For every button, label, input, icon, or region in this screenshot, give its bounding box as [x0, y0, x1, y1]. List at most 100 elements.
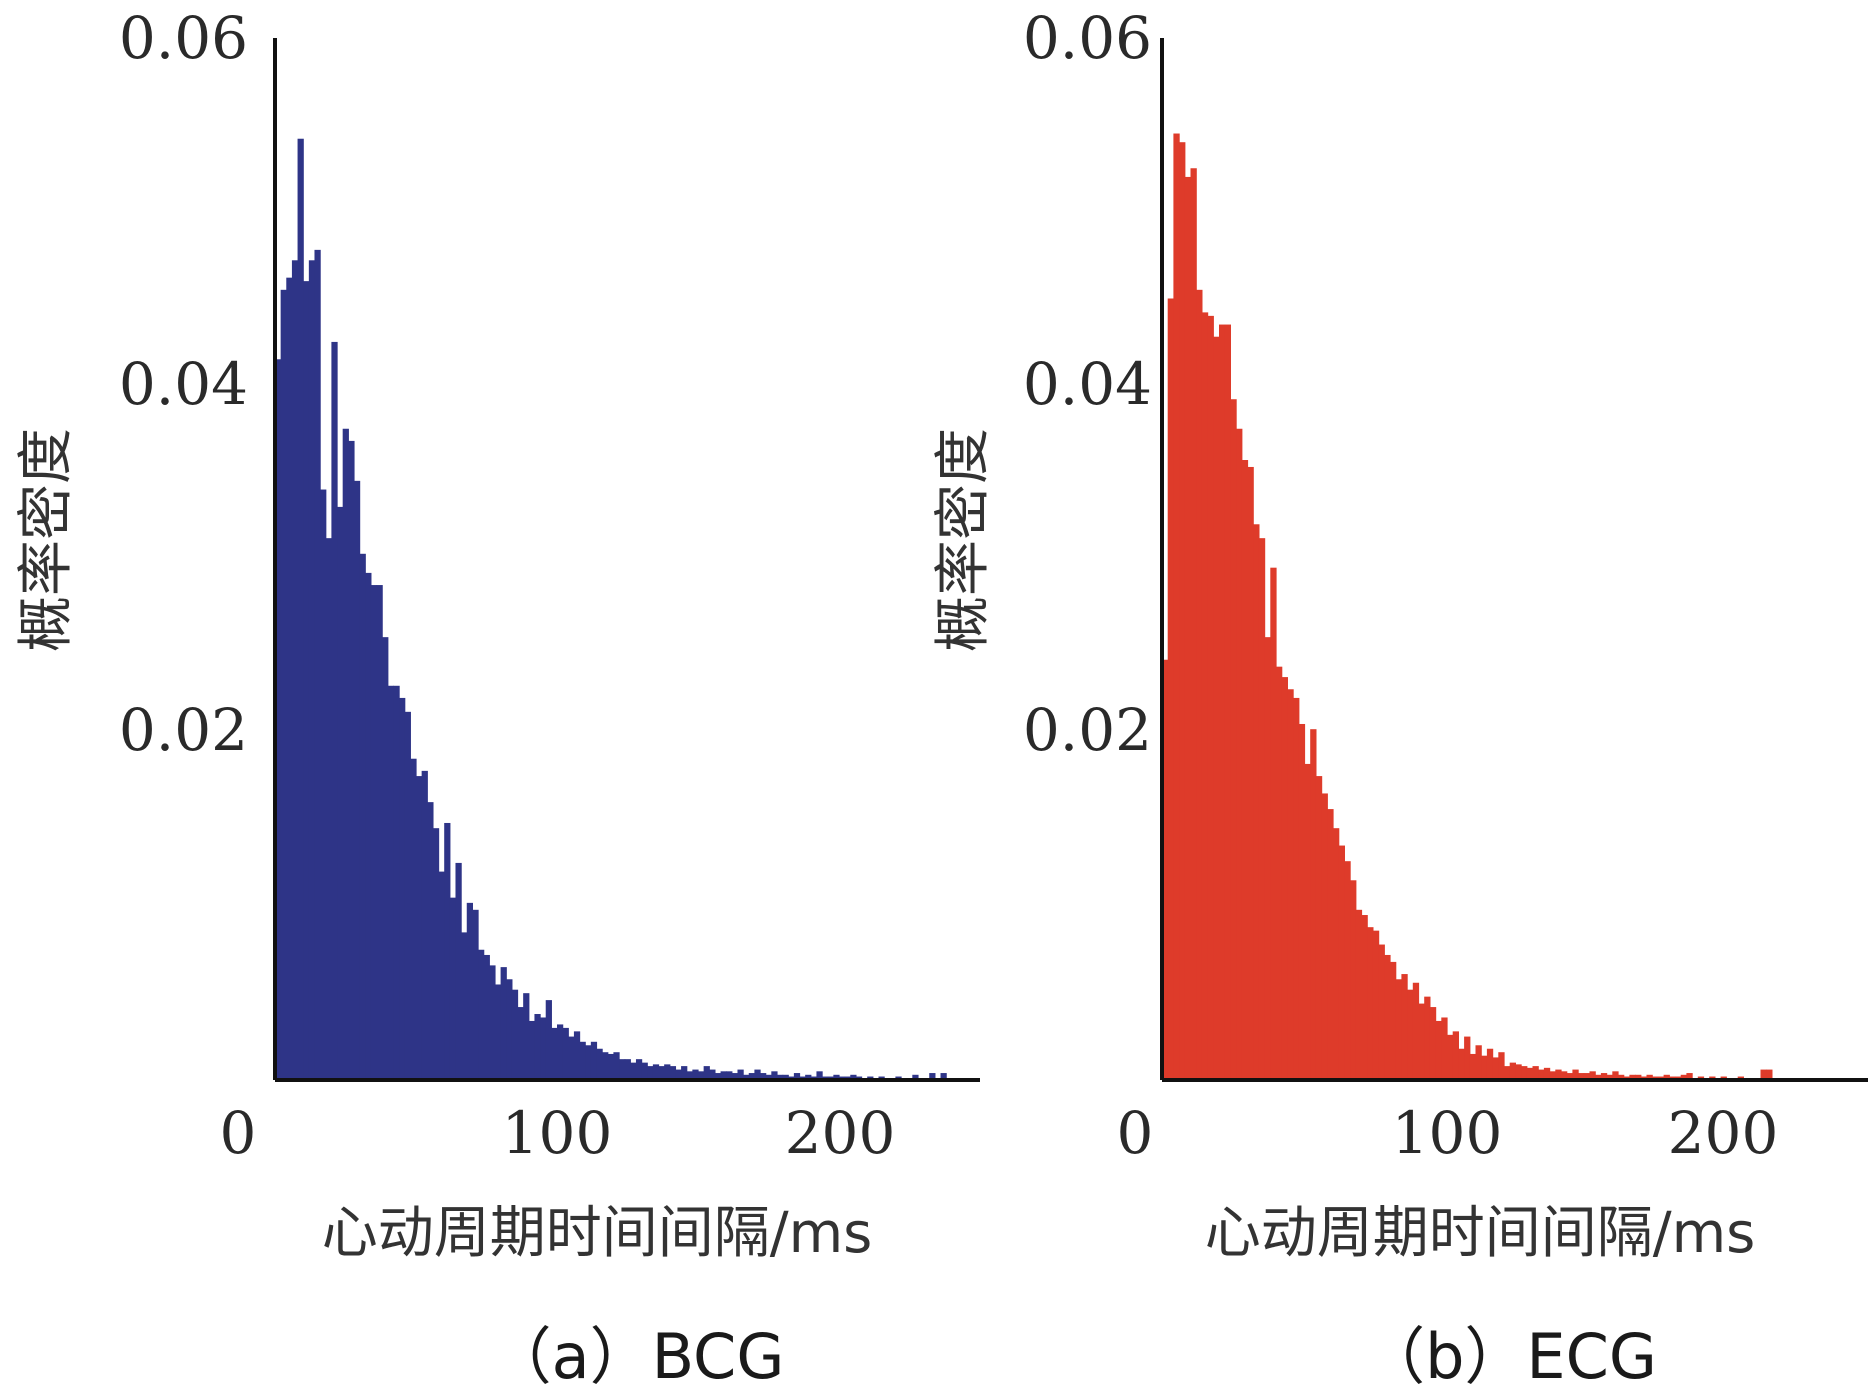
ecg-bar	[1355, 909, 1363, 1080]
bcg-bar	[709, 1069, 716, 1080]
bcg-bar	[720, 1071, 727, 1080]
ecg-bar	[1304, 763, 1311, 1080]
bcg-bar	[748, 1073, 755, 1080]
bcg-bar	[331, 341, 338, 1080]
ecg-bar	[1384, 954, 1391, 1080]
bcg-bar	[297, 138, 304, 1081]
bcg-bar	[365, 572, 372, 1080]
bcg-bar	[432, 828, 440, 1080]
bcg-bar	[850, 1074, 857, 1080]
bcg-bar	[681, 1066, 688, 1080]
bcg-bar	[568, 1036, 575, 1080]
ecg-bars	[1162, 133, 1773, 1081]
bcg-bar	[348, 440, 355, 1080]
ecg-bar	[1646, 1074, 1653, 1080]
ecg-xtick-label: 100	[1392, 1099, 1503, 1167]
ecg-bar	[1441, 1017, 1448, 1080]
bcg-bar	[500, 967, 507, 1080]
bcg-bar	[590, 1041, 598, 1080]
ecg-bar	[1538, 1069, 1545, 1080]
bcg-bar	[506, 979, 513, 1080]
ecg-bar	[1184, 176, 1192, 1080]
bcg-ytick-label: 0.02	[119, 696, 248, 764]
bcg-bar	[410, 758, 417, 1080]
bcg-bar	[337, 506, 344, 1080]
bcg-bar	[658, 1066, 665, 1080]
ecg-bar	[1435, 1020, 1442, 1080]
ecg-bar	[1344, 861, 1351, 1080]
bcg-caption: （a）BCG	[490, 1320, 785, 1391]
bcg-bar	[652, 1064, 660, 1080]
bcg-bar	[686, 1071, 693, 1080]
ecg-bar	[1766, 1069, 1773, 1080]
ecg-ytick-label: 0.04	[1023, 350, 1152, 418]
ecg-bar	[1635, 1074, 1642, 1080]
bcg-bar	[353, 480, 361, 1081]
bcg-bars	[275, 138, 953, 1081]
ecg-bar	[1230, 399, 1237, 1081]
ecg-xtick-label: 0	[1117, 1099, 1154, 1167]
bcg-bar	[596, 1048, 603, 1080]
bcg-bar	[760, 1073, 767, 1080]
ecg-bar	[1418, 1003, 1425, 1080]
ecg-bar	[1452, 1031, 1459, 1080]
ecg-bar	[1390, 961, 1397, 1080]
bcg-bar	[793, 1073, 801, 1080]
ecg-bar	[1629, 1074, 1636, 1080]
ecg-bar	[1190, 168, 1197, 1080]
ecg-bar	[1372, 930, 1380, 1080]
bcg-bar	[551, 1027, 558, 1080]
ecg-bar	[1179, 142, 1186, 1080]
ecg-bar	[1321, 793, 1328, 1080]
ecg-xtick-label: 200	[1668, 1099, 1779, 1167]
ecg-bar	[1310, 729, 1317, 1080]
ecg-y-axis-title: 概率密度	[931, 428, 996, 652]
ecg-bar	[1315, 776, 1323, 1080]
ecg-bar	[1606, 1074, 1613, 1080]
bcg-bar	[805, 1074, 812, 1080]
ecg-bar	[1338, 845, 1345, 1080]
bcg-xtick-label: 0	[220, 1099, 257, 1167]
ecg-bar	[1515, 1064, 1522, 1080]
ecg-bar	[1663, 1074, 1670, 1080]
bcg-bar	[630, 1062, 637, 1080]
bcg-bar	[675, 1069, 682, 1080]
ecg-bar	[1173, 133, 1180, 1080]
ecg-bar	[1247, 466, 1254, 1081]
ecg-bar	[1378, 944, 1385, 1080]
ecg-bar	[1521, 1066, 1528, 1080]
ecg-bar	[1213, 336, 1220, 1081]
ecg-bar	[1253, 524, 1260, 1080]
bcg-bar	[692, 1069, 699, 1080]
bcg-bar	[280, 289, 287, 1080]
ecg-bar	[1760, 1069, 1767, 1080]
bcg-bar	[540, 1017, 547, 1080]
bcg-bar	[370, 585, 378, 1080]
bcg-bar	[461, 932, 468, 1080]
ecg-ytick-label: 0.02	[1023, 696, 1152, 764]
bcg-bar	[585, 1045, 592, 1080]
bcg-bar	[743, 1074, 750, 1080]
bcg-ytick-label: 0.04	[119, 350, 248, 418]
ecg-bar	[1293, 697, 1300, 1080]
bcg-bar	[816, 1071, 823, 1080]
bcg-bar	[607, 1053, 614, 1080]
ecg-bar	[1401, 974, 1408, 1080]
ecg-bar	[1686, 1073, 1693, 1080]
chart-ecg: 0.06 0.04 0.02 0 100 200 概率密度 心动周期时间间隔/m…	[931, 4, 1868, 1391]
bcg-bar	[438, 871, 445, 1080]
ecg-bar	[1367, 927, 1374, 1080]
ecg-bar	[1509, 1062, 1516, 1080]
ecg-bar	[1407, 989, 1414, 1080]
bcg-bar	[478, 949, 485, 1080]
bcg-bar	[511, 989, 519, 1080]
bcg-bar	[387, 685, 395, 1080]
ecg-bar	[1219, 324, 1226, 1080]
ecg-bar	[1264, 637, 1271, 1080]
bcg-bar	[444, 822, 451, 1080]
ecg-bar	[1475, 1045, 1482, 1080]
bcg-bar	[494, 984, 502, 1080]
ecg-bar	[1464, 1036, 1471, 1080]
ecg-bar	[1350, 880, 1357, 1080]
